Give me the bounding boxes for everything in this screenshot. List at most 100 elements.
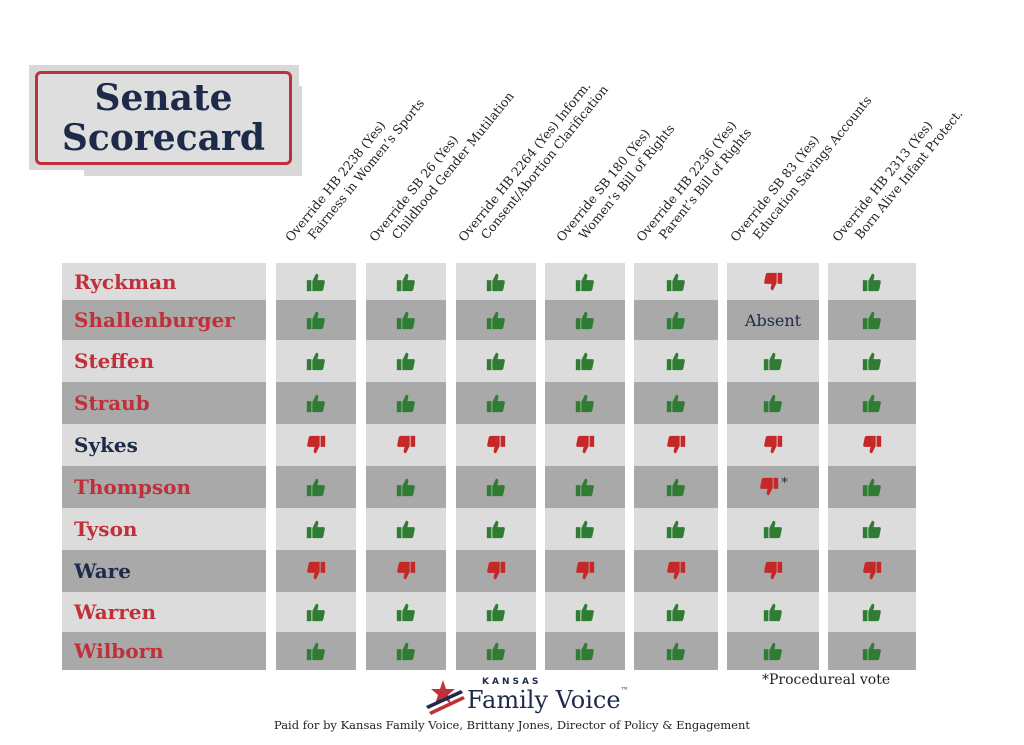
vote-cell	[727, 508, 819, 550]
thumbs-up-icon	[486, 520, 505, 539]
thumbs-up-icon	[306, 394, 325, 413]
thumbs-down-icon	[760, 477, 779, 496]
thumbs-up-icon	[486, 273, 505, 291]
senator-name: Wilborn	[62, 632, 266, 670]
thumbs-up-icon	[862, 394, 881, 413]
vote-cell	[276, 340, 356, 382]
vote-cell	[634, 382, 718, 424]
thumbs-up-icon	[763, 352, 782, 371]
title-box: Senate Scorecard	[35, 71, 292, 165]
thumbs-up-icon	[575, 642, 594, 661]
thumbs-down-icon	[307, 435, 326, 454]
vote-cell	[366, 550, 446, 592]
thumbs-up-icon	[306, 603, 325, 622]
thumbs-up-icon	[666, 394, 685, 413]
thumbs-up-icon	[486, 352, 505, 371]
thumbs-up-icon	[575, 478, 594, 497]
vote-cell	[545, 508, 625, 550]
thumbs-up-icon	[862, 311, 881, 330]
thumbs-down-icon	[576, 561, 595, 580]
thumbs-up-icon	[862, 273, 881, 291]
thumbs-up-icon	[396, 273, 415, 291]
thumbs-up-icon	[306, 642, 325, 661]
senator-name: Shallenburger	[62, 300, 266, 340]
logo-trademark: ™	[620, 686, 629, 695]
senator-name: Tyson	[62, 508, 266, 550]
vote-cell	[828, 550, 916, 592]
thumbs-down-icon	[487, 435, 506, 454]
vote-cell	[366, 632, 446, 670]
thumbs-up-icon	[396, 520, 415, 539]
thumbs-up-icon	[396, 394, 415, 413]
vote-cell	[366, 508, 446, 550]
footer-disclaimer: Paid for by Kansas Family Voice, Brittan…	[273, 718, 751, 732]
thumbs-down-icon	[307, 561, 326, 580]
thumbs-up-icon	[575, 273, 594, 291]
vote-cell	[456, 466, 536, 508]
thumbs-up-icon	[486, 394, 505, 413]
thumbs-down-icon	[576, 435, 595, 454]
vote-cell	[456, 263, 536, 300]
vote-cell	[456, 424, 536, 466]
vote-cell	[366, 300, 446, 340]
thumbs-up-icon	[486, 603, 505, 622]
absent-label: Absent	[744, 310, 802, 330]
vote-cell	[276, 632, 356, 670]
vote-cell	[828, 632, 916, 670]
vote-cell	[276, 300, 356, 340]
thumbs-up-icon	[306, 273, 325, 291]
vote-cell	[727, 340, 819, 382]
thumbs-down-icon	[863, 435, 882, 454]
vote-cell	[276, 263, 356, 300]
vote-cell	[828, 300, 916, 340]
thumbs-up-icon	[763, 603, 782, 622]
vote-cell	[727, 632, 819, 670]
thumbs-up-icon	[763, 642, 782, 661]
thumbs-up-icon	[306, 311, 325, 330]
thumbs-up-icon	[306, 352, 325, 371]
vote-cell: Absent	[727, 300, 819, 340]
thumbs-down-icon	[667, 435, 686, 454]
vote-cell	[366, 592, 446, 632]
thumbs-up-icon	[575, 311, 594, 330]
thumbs-up-icon	[575, 352, 594, 371]
thumbs-up-icon	[666, 520, 685, 539]
thumbs-up-icon	[862, 642, 881, 661]
vote-cell	[634, 340, 718, 382]
thumbs-down-icon	[667, 561, 686, 580]
thumbs-up-icon	[666, 311, 685, 330]
vote-cell	[545, 300, 625, 340]
vote-cell	[276, 508, 356, 550]
logo-brand-text: Family Voice™	[467, 686, 629, 714]
title-line-2: Scorecard	[61, 117, 266, 159]
column-header-line-2: Born Alive Infant Protect.	[851, 106, 966, 243]
vote-cell	[828, 508, 916, 550]
senator-name: Warren	[62, 592, 266, 632]
vote-cell	[545, 340, 625, 382]
vote-cell	[276, 466, 356, 508]
vote-cell	[634, 263, 718, 300]
thumbs-up-icon	[575, 520, 594, 539]
thumbs-up-icon	[862, 478, 881, 497]
thumbs-up-icon	[396, 311, 415, 330]
vote-cell	[828, 382, 916, 424]
thumbs-up-icon	[666, 352, 685, 371]
vote-cell	[727, 263, 819, 300]
vote-cell	[828, 592, 916, 632]
senator-name: Sykes	[62, 424, 266, 466]
thumbs-down-icon	[863, 561, 882, 580]
senator-name: Straub	[62, 382, 266, 424]
vote-cell	[828, 424, 916, 466]
vote-cell	[545, 263, 625, 300]
thumbs-up-icon	[486, 478, 505, 497]
vote-cell	[545, 466, 625, 508]
thumbs-up-icon	[763, 394, 782, 413]
vote-cell	[366, 340, 446, 382]
thumbs-up-icon	[575, 394, 594, 413]
thumbs-down-icon	[397, 435, 416, 454]
vote-cell	[727, 424, 819, 466]
vote-cell	[828, 466, 916, 508]
thumbs-down-icon	[764, 272, 783, 290]
thumbs-down-icon	[764, 435, 783, 454]
thumbs-up-icon	[862, 603, 881, 622]
